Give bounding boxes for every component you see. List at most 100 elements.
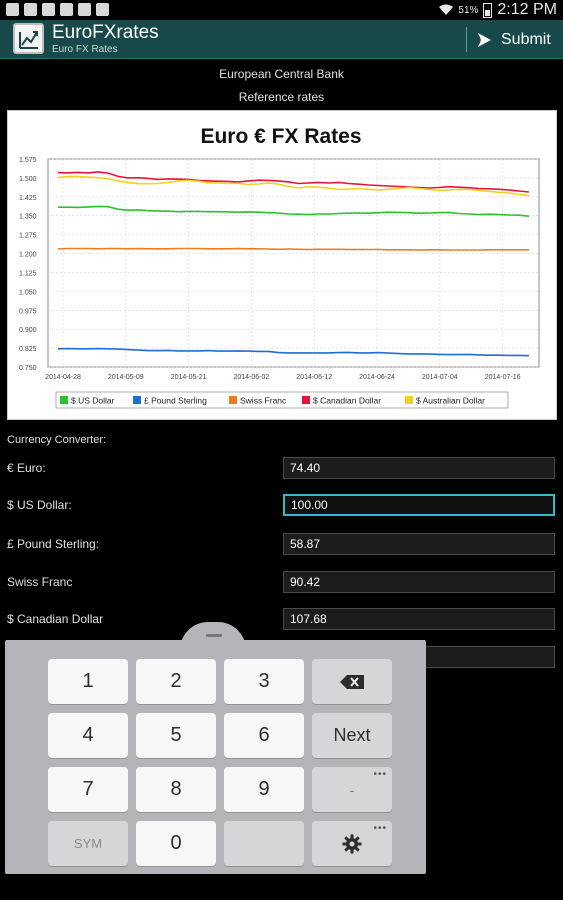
plot-area: [47, 158, 540, 368]
gear-icon: [342, 834, 362, 853]
y-tick-label: 0.900: [19, 327, 37, 334]
usb-notification-icon: [96, 3, 109, 16]
notification-icons: [6, 3, 109, 16]
series-line-1: [57, 347, 530, 357]
y-tick-label: 1.425: [19, 195, 37, 202]
storage-notification-icon: [60, 3, 73, 16]
clock: 2:12 PM: [497, 1, 557, 18]
next-key[interactable]: Next: [312, 713, 392, 758]
gbp-input[interactable]: [283, 533, 555, 555]
x-tick-label: 2014-05-09: [108, 374, 144, 381]
y-tick-label: 1.500: [19, 176, 37, 183]
y-tick-label: 1.350: [19, 214, 37, 221]
key-7[interactable]: 7: [48, 767, 128, 812]
minus-key-label: -: [349, 781, 355, 798]
cad-input[interactable]: [283, 608, 555, 630]
converter-row-euro: € Euro:: [0, 457, 563, 479]
x-tick-label: 2014-07-04: [422, 374, 458, 381]
converter-row-usd: $ US Dollar:: [0, 494, 563, 516]
usd-label: $ US Dollar:: [7, 498, 72, 512]
battery-percent: 51%: [458, 4, 479, 16]
legend-label-2: Swiss Franc: [240, 396, 287, 406]
converter-title: Currency Converter:: [7, 434, 107, 446]
y-tick-label: 0.975: [19, 308, 37, 315]
wifi-icon: [439, 4, 454, 15]
image-notification-icon: [42, 3, 55, 16]
submit-label: Submit: [501, 30, 551, 48]
usd-input[interactable]: [283, 494, 555, 516]
battery-icon: [483, 2, 493, 18]
chf-label: Swiss Franc: [7, 575, 73, 589]
sym-key[interactable]: SYM: [48, 821, 128, 866]
key-0[interactable]: 0: [136, 821, 216, 866]
settings-key[interactable]: •••: [312, 821, 392, 866]
backspace-icon: [340, 674, 364, 689]
fx-chart: Euro € FX Rates 1.575 1.500 1.425 1.350 1.275…: [7, 110, 557, 420]
rates-heading: Reference rates: [238, 90, 325, 104]
converter-row-cad: $ Canadian Dollar: [0, 608, 563, 630]
play-notification-icon: [24, 3, 37, 16]
legend-box: [55, 391, 509, 409]
legend-label-0: $ US Dollar: [71, 396, 115, 406]
key-3[interactable]: 3: [224, 659, 304, 704]
x-tick-label: 2014-06-24: [359, 374, 395, 381]
sym-key-label: SYM: [73, 836, 103, 851]
legend-label-1: £ Pound Sterling: [144, 396, 207, 406]
cad-label: $ Canadian Dollar: [7, 612, 104, 626]
x-tick-label: 2014-04-28: [45, 374, 81, 381]
action-bar-divider: [466, 27, 467, 52]
y-tick-label: 1.050: [19, 289, 37, 296]
y-tick-label: 1.200: [19, 252, 37, 259]
email-notification-icon: [78, 3, 91, 16]
gallery-notification-icon: [6, 3, 19, 16]
y-tick-label: 1.575: [19, 157, 37, 164]
x-tick-label: 2014-06-02: [233, 374, 269, 381]
legend-swatch-2: [229, 396, 237, 404]
key-9[interactable]: 9: [224, 767, 304, 812]
series-line-4: [57, 175, 530, 197]
app-logo-icon[interactable]: [13, 23, 44, 54]
key-4[interactable]: 4: [48, 713, 128, 758]
minus-key[interactable]: ••• -: [312, 767, 392, 812]
more-options-icon: •••: [373, 769, 387, 780]
legend-label-3: $ Canadian Dollar: [313, 396, 381, 406]
series-line-0: [58, 205, 530, 217]
key-6[interactable]: 6: [224, 713, 304, 758]
fx-chart-svg: Euro € FX Rates 1.575 1.500 1.425 1.350 1.275…: [19, 125, 540, 409]
submit-button[interactable]: Submit: [476, 26, 551, 53]
send-icon: [478, 32, 491, 47]
key-2[interactable]: 2: [136, 659, 216, 704]
legend-swatch-0: [60, 396, 68, 404]
chf-input[interactable]: [283, 571, 555, 593]
legend-swatch-4: [405, 396, 413, 404]
series-line-2: [57, 247, 529, 251]
y-tick-label: 0.825: [19, 346, 37, 353]
series-line-3: [57, 171, 530, 193]
settings-more-options-icon: •••: [373, 823, 387, 834]
gbp-label: £ Pound Sterling:: [7, 537, 100, 551]
action-bar: EuroFXrates Euro FX Rates Submit: [0, 20, 563, 59]
key-5[interactable]: 5: [136, 713, 216, 758]
legend-swatch-1: [133, 396, 141, 404]
x-tick-label: 2014-06-12: [296, 374, 332, 381]
y-tick-label: 0.750: [19, 365, 37, 372]
backspace-key[interactable]: [312, 659, 392, 704]
legend-label-4: $ Australian Dollar: [416, 396, 485, 406]
app-title: EuroFXrates: [52, 22, 159, 43]
y-tick-label: 1.275: [19, 233, 37, 240]
euro-label: € Euro:: [7, 461, 46, 475]
status-bar: 51% 2:12 PM: [0, 0, 563, 20]
source-heading: European Central Bank: [219, 67, 344, 81]
converter-row-chf: Swiss Franc: [0, 571, 563, 593]
x-tick-label: 2014-07-16: [485, 374, 521, 381]
key-8[interactable]: 8: [136, 767, 216, 812]
converter-row-gbp: £ Pound Sterling:: [0, 533, 563, 555]
x-tick-label: 2014-05-21: [171, 374, 207, 381]
keyboard-handle-grip-icon: [206, 634, 222, 637]
space-key[interactable]: [224, 821, 304, 866]
legend-swatch-3: [302, 396, 310, 404]
chart-title: Euro € FX Rates: [200, 125, 361, 148]
y-tick-label: 1.125: [19, 270, 37, 277]
euro-input[interactable]: [283, 457, 555, 479]
key-1[interactable]: 1: [48, 659, 128, 704]
